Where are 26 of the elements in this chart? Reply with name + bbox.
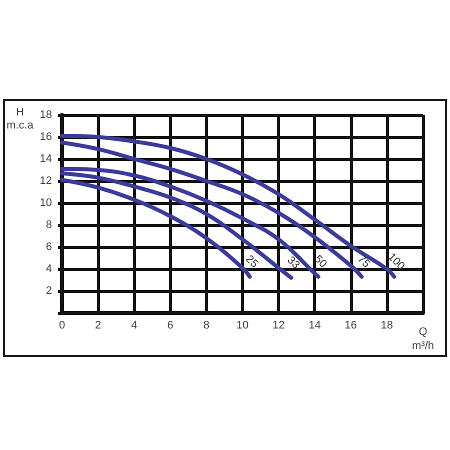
x-tick-label: 0 bbox=[58, 320, 66, 332]
x-tick-label: 16 bbox=[344, 320, 357, 332]
x-tick-label: 10 bbox=[236, 320, 249, 332]
y-tick-label: 6 bbox=[46, 241, 52, 253]
x-tick-label: 4 bbox=[131, 320, 138, 332]
text: 25 bbox=[243, 253, 260, 270]
y-tick-label: 8 bbox=[46, 219, 52, 231]
text: 100 bbox=[385, 250, 407, 272]
x-tick-label: 12 bbox=[272, 320, 285, 332]
y-tick-label: 10 bbox=[40, 197, 52, 209]
x-axis-title: Q m³/h bbox=[412, 326, 434, 352]
text: 50 bbox=[312, 253, 329, 270]
y-tick-label: 4 bbox=[46, 263, 52, 275]
y-axis-title: H m.c.a bbox=[6, 106, 34, 132]
text: 75 bbox=[355, 253, 372, 270]
y-tick-label: 16 bbox=[40, 131, 52, 143]
x-tick-label: 6 bbox=[167, 320, 174, 332]
x-tick-label: 14 bbox=[308, 320, 321, 332]
text: 33 bbox=[284, 254, 302, 272]
x-tick-label: 2 bbox=[95, 320, 102, 332]
y-tick-label: 14 bbox=[40, 153, 52, 165]
y-tick-label: 18 bbox=[40, 109, 52, 121]
y-tick-label: 12 bbox=[40, 175, 52, 187]
x-tick-label: 8 bbox=[203, 320, 210, 332]
x-tick-label: 18 bbox=[380, 320, 394, 332]
y-tick-label: 2 bbox=[46, 285, 52, 297]
